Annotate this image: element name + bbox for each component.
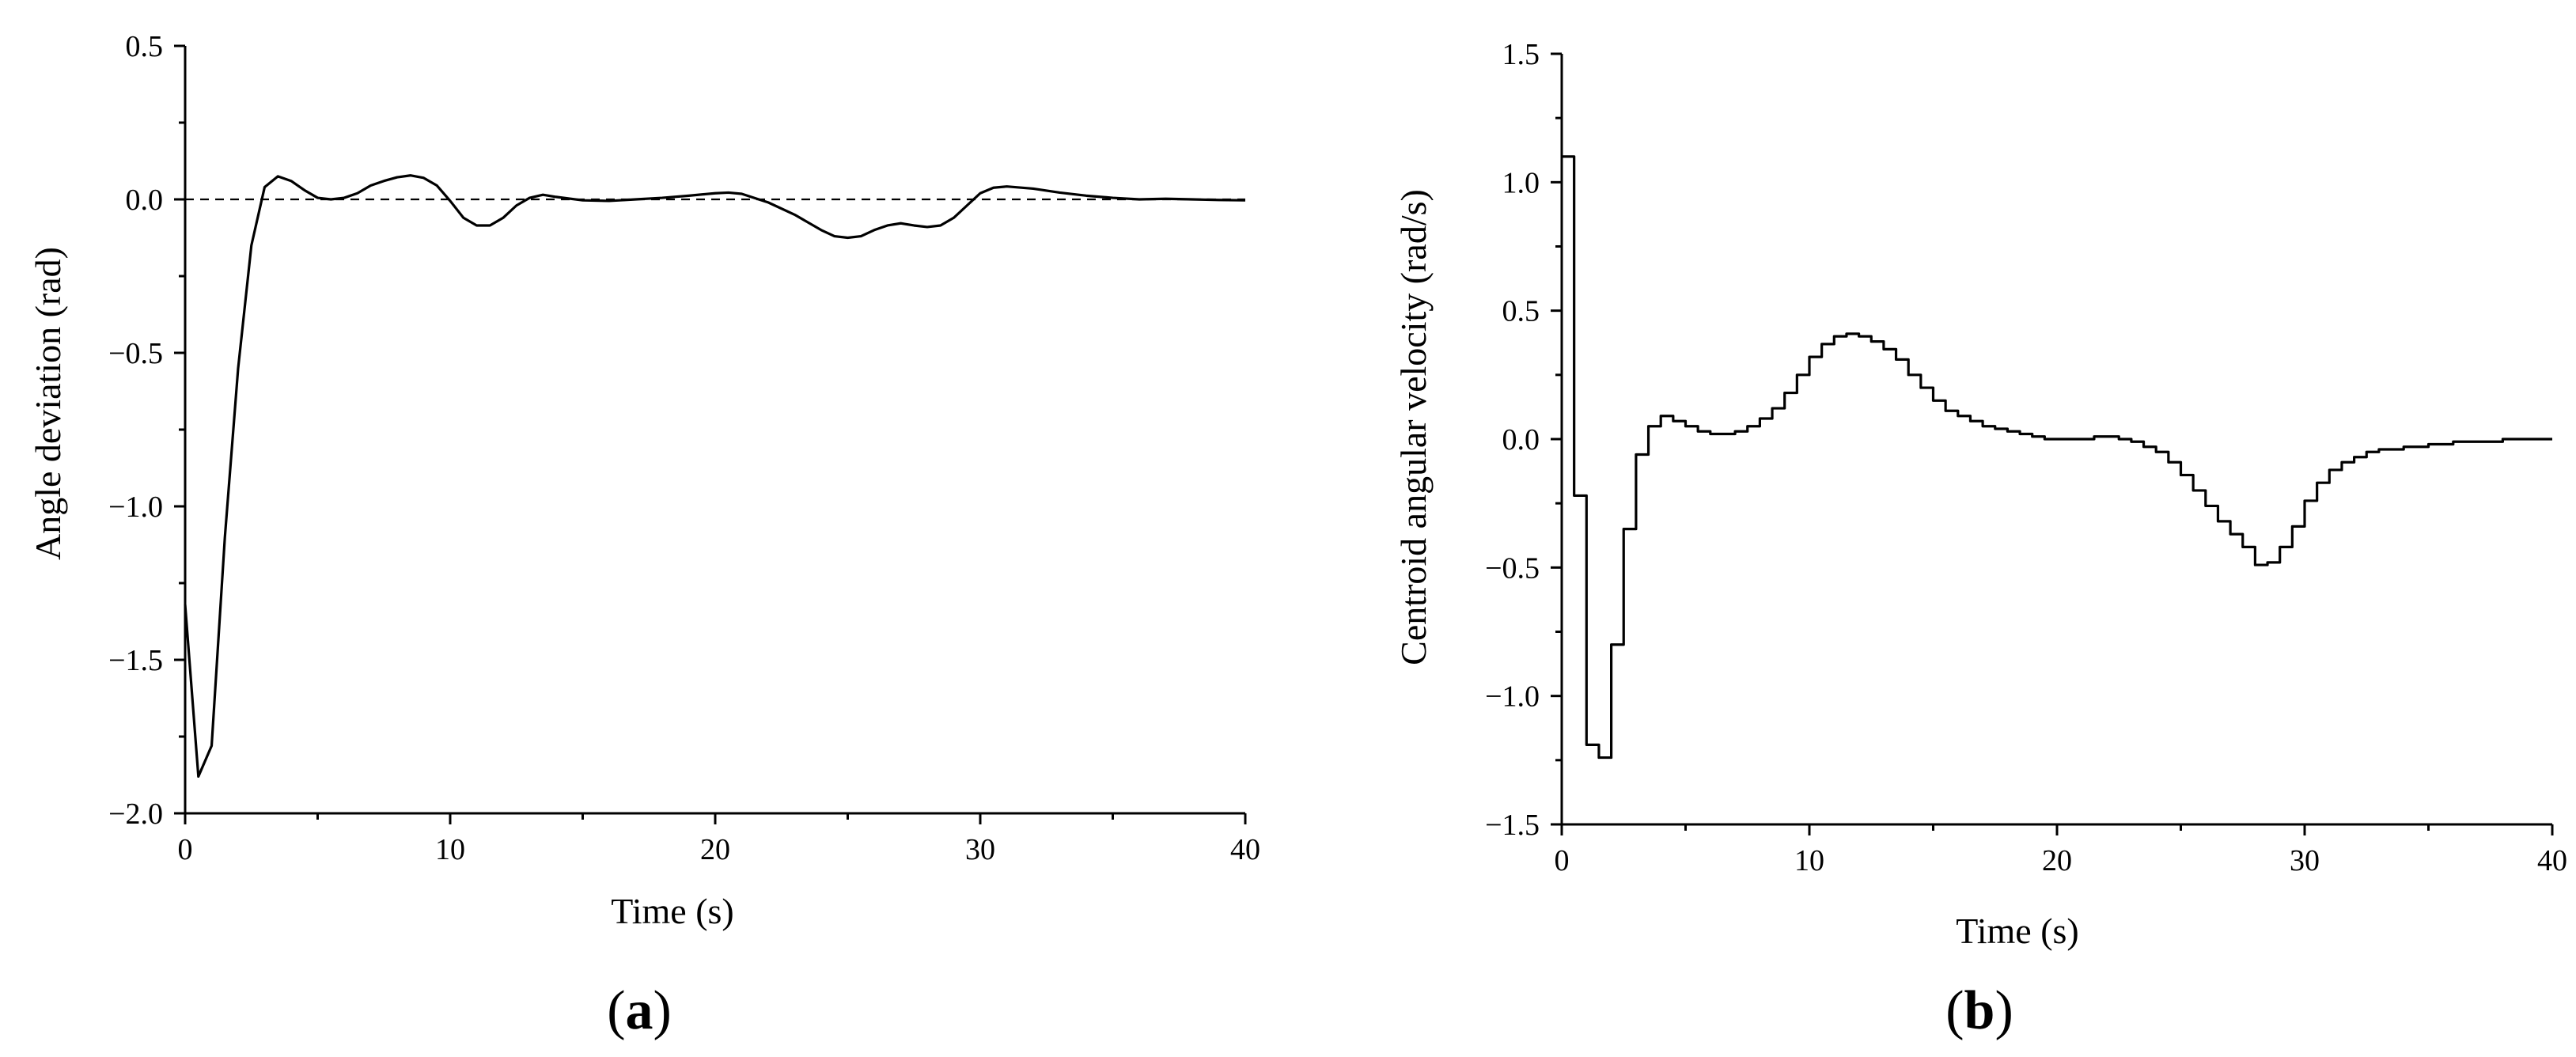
x-tick-label-a: 10: [435, 833, 465, 866]
panel-label-a: (a): [607, 980, 672, 1041]
x-axis-title-a: Time (s): [611, 891, 734, 931]
x-tick-label-b: 20: [2042, 844, 2072, 877]
data-series-a-0: [184, 174, 1246, 779]
y-tick-label-b: 1.5: [1502, 38, 1540, 71]
y-tick-label-b: −0.5: [1485, 551, 1540, 585]
panel-letter-b: b: [1964, 980, 1995, 1041]
y-tick-label-b: 1.0: [1502, 166, 1540, 199]
x-tick-label-a: 30: [965, 833, 995, 866]
x-tick-label-b: 40: [2537, 844, 2567, 877]
plot-area-a: [184, 174, 1246, 779]
data-series-b-0: [1562, 155, 2552, 760]
y-axis-title-b: Centroid angular velocity (rad/s): [1393, 189, 1434, 665]
y-tick-label-b: −1.0: [1485, 680, 1540, 714]
y-tick-label-b: 0.0: [1502, 423, 1540, 457]
y-axis-title-a: Angle deviation (rad): [28, 247, 68, 560]
panel-label-b: (b): [1945, 980, 2013, 1041]
x-tick-label-a: 40: [1230, 833, 1260, 866]
y-tick-label-a: −2.0: [108, 797, 163, 831]
x-axis-title-b: Time (s): [1956, 911, 2079, 951]
axes-b: 0 10 20 30 40 1.5 1.0 0.5 0.0 −0.5 −1.0 −1.5: [1485, 38, 2567, 877]
axes-a: 0 10 20 30 40 0.5 0.0 −0.5 −1.0 −1.5 −2.0: [108, 30, 1260, 866]
chart-panel-a: 0 10 20 30 40 0.5 0.0 −0.5 −1.0 −1.5 −2.0 Time (s)…: [28, 30, 1260, 1041]
x-tick-label-a: 20: [700, 833, 730, 866]
y-tick-label-a: −0.5: [108, 337, 163, 370]
y-tick-label-a: 0.0: [126, 184, 164, 217]
plot-area-b: [1562, 155, 2552, 760]
x-tick-label-b: 0: [1555, 844, 1570, 877]
y-tick-label-b: 0.5: [1502, 295, 1540, 328]
y-tick-label-a: −1.5: [108, 644, 163, 677]
y-tick-label-a: 0.5: [126, 30, 164, 63]
chart-panel-b: 0 10 20 30 40 1.5 1.0 0.5 0.0 −0.5 −1.0 −1.5 Time (…: [1393, 38, 2567, 1041]
x-tick-label-b: 30: [2290, 844, 2320, 877]
panel-letter-a: a: [626, 980, 653, 1041]
x-tick-label-b: 10: [1794, 844, 1824, 877]
y-tick-label-a: −1.0: [108, 491, 163, 524]
y-tick-label-b: −1.5: [1485, 809, 1540, 842]
x-tick-label-a: 0: [178, 833, 193, 866]
